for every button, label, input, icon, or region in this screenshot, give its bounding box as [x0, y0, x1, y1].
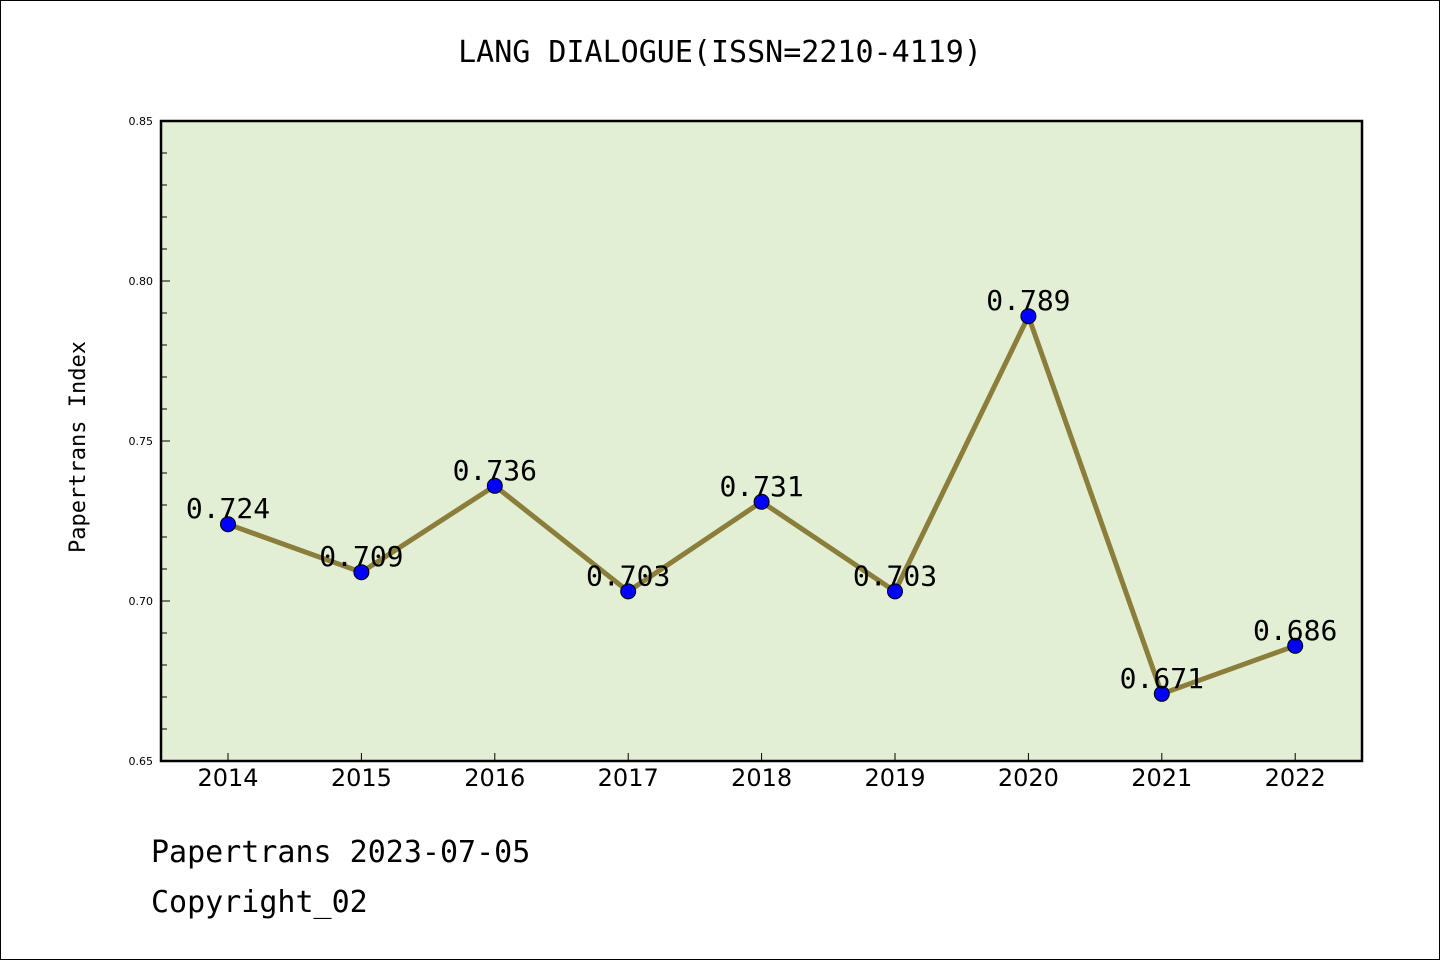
data-label: 0.731: [719, 470, 803, 503]
data-point: [1287, 637, 1304, 654]
x-tick-label: 2019: [864, 764, 925, 792]
x-tick-label: 2015: [331, 764, 392, 792]
x-tick-label: 2014: [197, 764, 258, 792]
x-tick-label: 2022: [1265, 764, 1326, 792]
y-tick-label: 0.65: [129, 755, 154, 768]
footer-copyright: Copyright_02: [151, 885, 368, 920]
plot-area: [159, 119, 1364, 763]
data-point: [753, 493, 770, 510]
data-point: [887, 583, 903, 600]
data-point: [1020, 308, 1037, 325]
data-label: 0.736: [453, 454, 537, 487]
footer-date: Papertrans 2023-07-05: [151, 835, 531, 870]
x-tick-label: 2016: [464, 764, 525, 792]
y-tick-label: 0.85: [129, 115, 154, 128]
data-label: 0.671: [1120, 662, 1204, 695]
y-tick-label: 0.80: [129, 275, 154, 288]
chart-title: LANG DIALOGUE(ISSN=2210-4119): [458, 35, 982, 70]
x-tick-label: 2017: [598, 764, 659, 792]
data-point: [486, 477, 503, 494]
y-axis: 0.65 0.70 0.75 0.80 0.85: [129, 115, 170, 768]
data-point: [1153, 685, 1170, 702]
data-label: 0.789: [986, 284, 1070, 317]
data-point: [353, 564, 370, 581]
data-label: 0.686: [1253, 614, 1337, 647]
data-labels: 0.724 0.709 0.736 0.703 0.731 0.703 0.789 0.671…: [186, 284, 1337, 695]
data-label: 0.703: [853, 559, 937, 592]
x-tick-label: 2020: [998, 764, 1059, 792]
data-label: 0.703: [586, 559, 670, 592]
data-points: [220, 308, 1304, 702]
data-point: [220, 516, 236, 533]
x-tick-label: 2018: [731, 764, 792, 792]
y-tick-label: 0.70: [129, 595, 154, 608]
data-label: 0.709: [319, 540, 403, 573]
y-tick-label: 0.75: [129, 435, 154, 448]
data-point: [620, 583, 637, 600]
x-tick-label: 2021: [1131, 764, 1192, 792]
y-axis-label: Papertrans Index: [66, 341, 91, 553]
data-label: 0.724: [186, 492, 270, 525]
x-axis: 2014 2015 2016 2017 2018 2019 2020 2021 2022: [197, 753, 1326, 792]
